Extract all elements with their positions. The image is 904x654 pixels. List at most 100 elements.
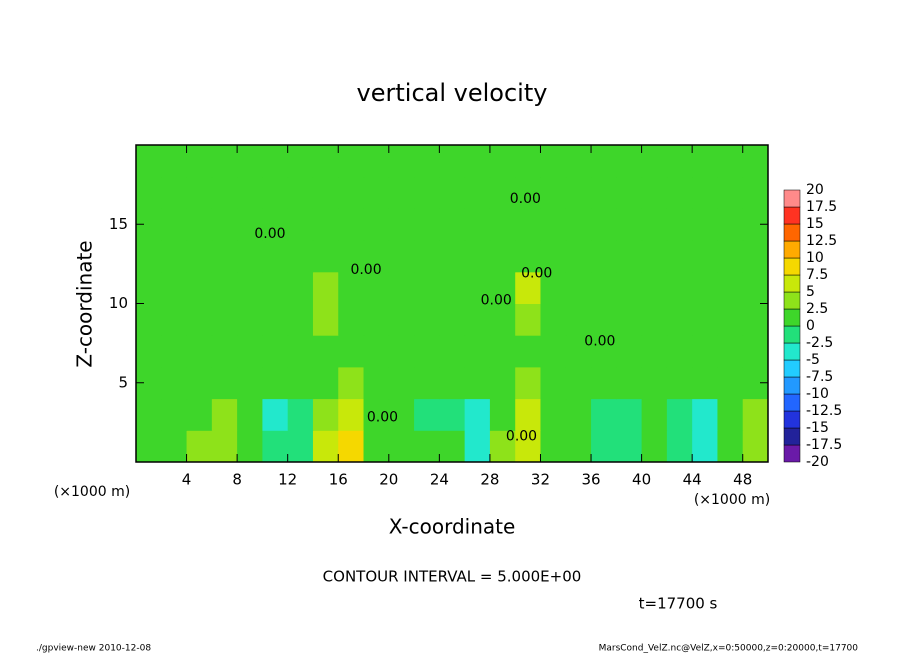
heat-cell — [641, 430, 668, 463]
heat-cell — [211, 366, 238, 400]
heat-cell — [565, 398, 592, 431]
x-tick-label: 36 — [581, 471, 600, 489]
colorbar-bin — [783, 257, 801, 276]
heat-cell — [464, 176, 491, 209]
heat-cell — [540, 176, 567, 209]
x-tick-label: 24 — [430, 471, 449, 489]
x-tick-label: 44 — [683, 471, 702, 489]
heat-cell — [338, 271, 365, 304]
heat-cell — [616, 145, 643, 178]
heat-cell — [666, 303, 693, 336]
colorbar-label: 7.5 — [806, 267, 828, 283]
heat-cell — [591, 335, 617, 368]
heat-cell — [388, 335, 415, 368]
heat-cell — [414, 271, 440, 304]
heat-cell — [237, 303, 263, 336]
heat-cell — [616, 271, 643, 304]
heat-cell — [489, 176, 516, 209]
colorbar-label: 10 — [806, 250, 824, 266]
heat-cell — [414, 430, 440, 463]
colorbar-label: -5 — [806, 352, 820, 368]
heat-cell — [565, 335, 592, 368]
heat-cell — [287, 366, 314, 400]
heat-cell — [717, 240, 744, 273]
heat-cell — [489, 303, 516, 336]
y-tick-label: 15 — [109, 215, 128, 233]
heat-cell — [591, 271, 617, 304]
contour-label: 0.00 — [254, 226, 285, 242]
heat-cell — [515, 208, 541, 241]
heat-cell — [338, 430, 365, 463]
heat-cell — [363, 271, 390, 304]
heat-cell — [211, 240, 238, 273]
heat-cell — [641, 208, 668, 241]
heat-cell — [641, 366, 668, 400]
heat-cell — [464, 398, 491, 431]
heat-cell — [287, 208, 314, 241]
heat-cell — [363, 398, 390, 431]
heat-cell — [237, 240, 263, 273]
heat-cell — [692, 145, 718, 178]
heat-cell — [616, 366, 643, 400]
heat-cell — [363, 335, 390, 368]
heat-cell — [414, 176, 440, 209]
heat-cell — [565, 240, 592, 273]
heat-cell — [312, 398, 339, 431]
heat-cell — [692, 208, 718, 241]
heat-cell — [338, 303, 365, 336]
contour-label: 0.00 — [510, 191, 541, 207]
heat-cell — [237, 366, 263, 400]
colorbar-label: -12.5 — [806, 403, 842, 419]
heat-cell — [666, 240, 693, 273]
heat-cell — [641, 398, 668, 431]
heat-cell — [161, 145, 188, 178]
heat-cell — [312, 145, 339, 178]
heat-cell — [338, 176, 365, 209]
heat-cell — [616, 240, 643, 273]
heat-cell — [338, 208, 365, 241]
heat-cell — [312, 176, 339, 209]
heat-cell — [186, 145, 213, 178]
colorbar-bin — [783, 274, 801, 293]
heat-cell — [186, 208, 213, 241]
heat-cell — [666, 176, 693, 209]
heat-cell — [237, 271, 263, 304]
heat-cell — [666, 208, 693, 241]
x-tick-label: 32 — [531, 471, 550, 489]
heat-cell — [237, 145, 263, 178]
heat-cell — [742, 176, 769, 209]
heat-cell — [616, 303, 643, 336]
heat-cell — [262, 176, 289, 209]
heat-cell — [287, 430, 314, 463]
colorbar-label: -2.5 — [806, 335, 833, 351]
y-tick-label: 5 — [118, 373, 128, 391]
heat-cell — [591, 398, 617, 431]
heat-cell — [439, 271, 466, 304]
heat-cell — [237, 398, 263, 431]
heat-cell — [666, 335, 693, 368]
heat-cell — [565, 271, 592, 304]
colorbar-bin — [783, 342, 801, 361]
heat-cell — [439, 366, 466, 400]
heat-cell — [287, 303, 314, 336]
heat-cell — [489, 398, 516, 431]
heat-cell — [136, 240, 162, 273]
heat-cell — [312, 271, 339, 304]
heat-cell — [414, 398, 440, 431]
heat-cell — [414, 366, 440, 400]
heat-cell — [616, 398, 643, 431]
colorbar-bin — [783, 359, 801, 378]
heat-cell — [692, 271, 718, 304]
heat-cell — [161, 176, 188, 209]
heat-cell — [464, 240, 491, 273]
heat-cell — [237, 176, 263, 209]
heat-cell — [363, 145, 390, 178]
heat-cell — [262, 398, 289, 431]
heat-cell — [565, 303, 592, 336]
contour-label: 0.00 — [521, 265, 552, 281]
heat-cell — [312, 366, 339, 400]
colorbar-bin — [783, 240, 801, 259]
heat-cell — [666, 366, 693, 400]
heat-cell — [464, 208, 491, 241]
colorbar-label: -7.5 — [806, 369, 833, 385]
